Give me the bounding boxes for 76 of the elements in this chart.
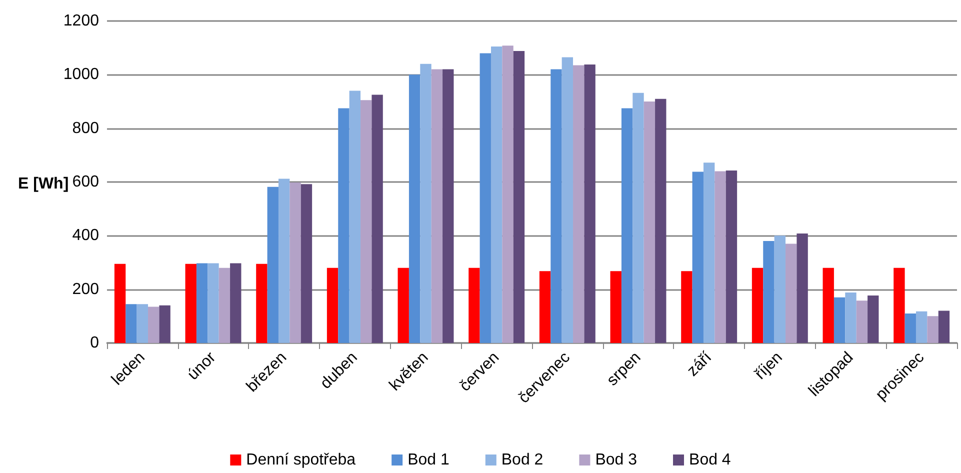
bar — [148, 306, 160, 343]
y-tick-label: 1000 — [63, 66, 100, 84]
bar — [480, 53, 491, 343]
legend-label: Bod 4 — [689, 452, 731, 468]
bar — [550, 69, 562, 343]
bar — [644, 102, 656, 343]
bar — [834, 297, 846, 343]
bar — [763, 241, 774, 343]
bar — [126, 304, 137, 343]
bar — [278, 178, 290, 343]
y-tick-label: 400 — [72, 227, 100, 244]
bar — [326, 268, 338, 343]
bar — [610, 271, 622, 343]
bar — [904, 313, 916, 343]
bar — [916, 311, 928, 343]
y-tick-label: 600 — [72, 174, 100, 190]
bar — [856, 300, 868, 343]
bar — [822, 268, 834, 343]
bar — [703, 162, 715, 343]
bar — [218, 268, 230, 343]
legend-label: Denní spotřeba — [246, 452, 356, 468]
bar — [256, 264, 268, 343]
bar — [786, 244, 797, 343]
bar — [290, 182, 301, 343]
bar — [774, 236, 786, 343]
legend-label: Bod 1 — [408, 452, 450, 468]
bar — [300, 184, 312, 343]
y-tick-label: 200 — [72, 280, 100, 298]
bar — [938, 310, 950, 343]
bar — [114, 264, 126, 343]
legend-label: Bod 3 — [595, 452, 638, 468]
legend-label: Bod 2 — [501, 452, 544, 468]
bar — [726, 170, 738, 343]
x-tick-label: říjen — [752, 348, 786, 384]
bar — [431, 69, 443, 343]
bar — [692, 172, 704, 343]
bar — [196, 263, 208, 343]
bar — [267, 186, 278, 343]
bar — [185, 264, 196, 343]
bar — [230, 263, 242, 343]
y-axis-title: E [Wh] — [18, 176, 69, 192]
bar — [408, 74, 420, 343]
bar — [468, 268, 480, 343]
bar — [420, 64, 432, 343]
bar — [573, 65, 584, 343]
bar — [208, 263, 219, 343]
bar — [513, 51, 525, 343]
bar — [490, 46, 502, 343]
bar — [845, 292, 856, 343]
y-tick-label: 1200 — [63, 12, 100, 30]
bar — [621, 108, 633, 343]
bar — [632, 92, 644, 343]
x-tick-label: únor — [184, 348, 220, 384]
x-tick-label: září — [684, 348, 716, 380]
bar — [360, 100, 372, 343]
bar — [894, 268, 905, 343]
bar — [584, 64, 596, 343]
bar — [159, 305, 170, 343]
bar — [372, 94, 383, 343]
bar — [562, 57, 574, 343]
y-tick-label: 800 — [72, 120, 100, 137]
bar — [868, 296, 879, 343]
bar — [752, 268, 764, 343]
bar — [539, 271, 551, 343]
bar — [442, 69, 454, 343]
bar — [338, 108, 350, 343]
bar — [714, 171, 726, 343]
bar — [927, 316, 938, 343]
bar — [796, 234, 808, 343]
bar — [655, 98, 666, 343]
bar — [136, 304, 148, 343]
bar — [398, 268, 409, 343]
bar — [502, 46, 514, 343]
bar — [349, 90, 361, 343]
bar — [681, 271, 692, 343]
y-tick-label: 0 — [90, 334, 100, 352]
